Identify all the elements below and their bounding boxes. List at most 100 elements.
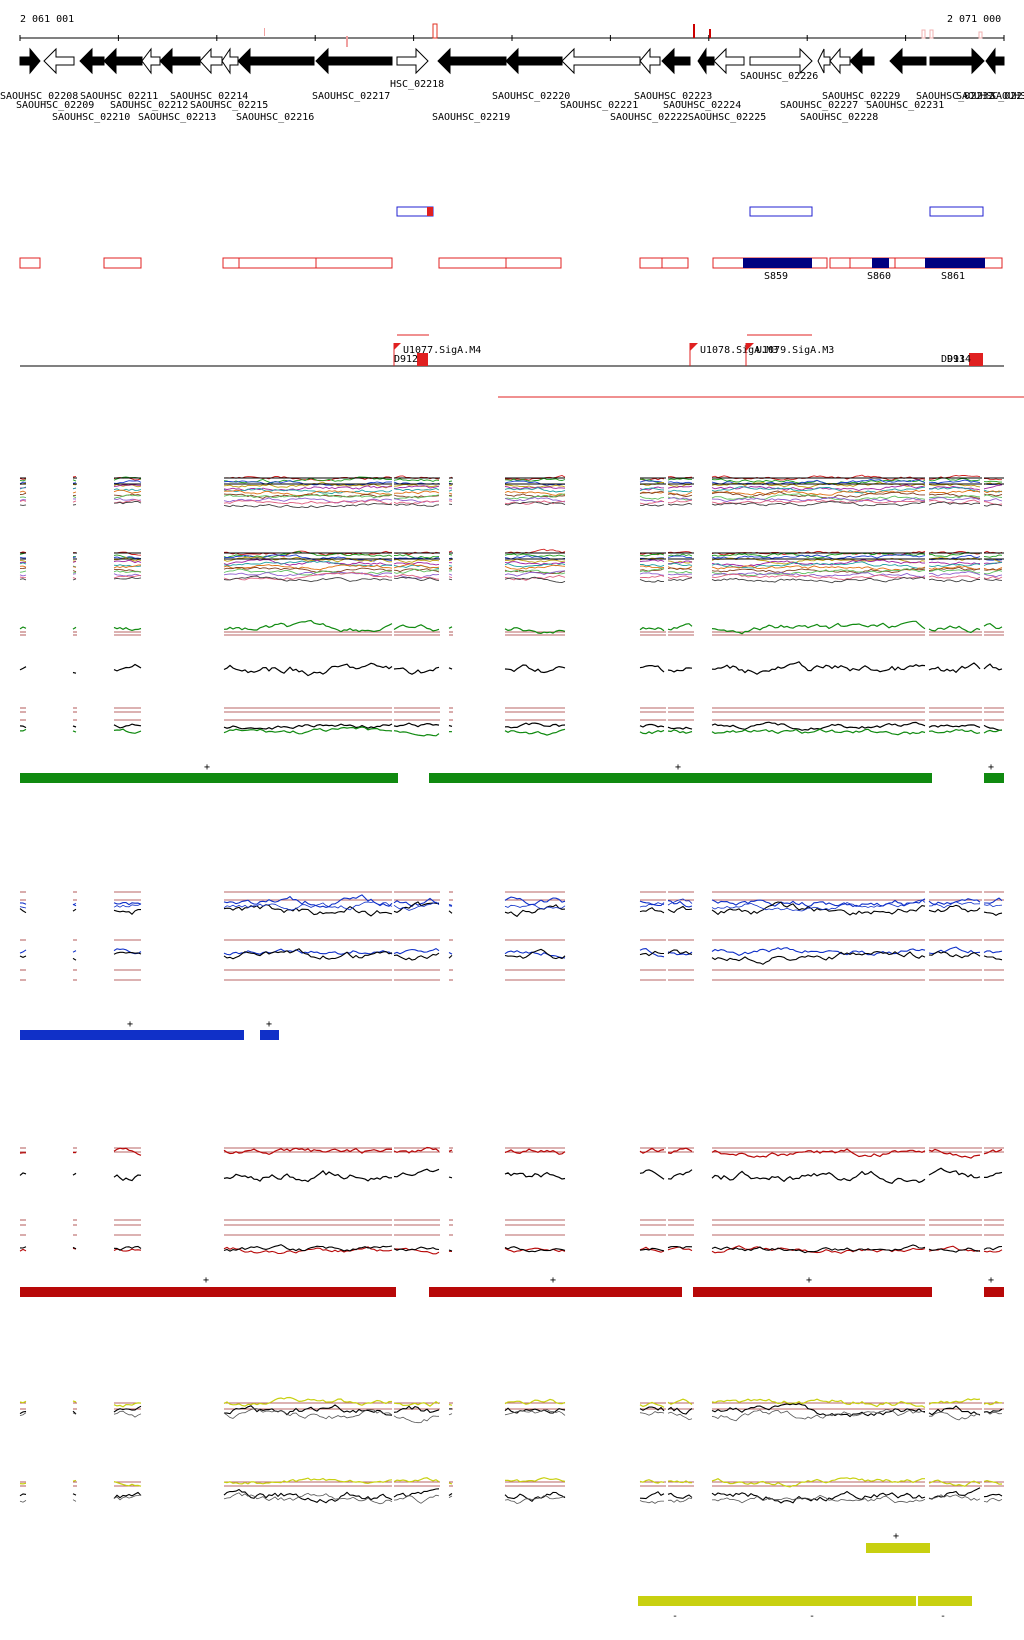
terminator-mark[interactable] bbox=[417, 353, 428, 366]
gene-label[interactable]: SAOUHSC_02214 bbox=[170, 91, 248, 102]
condition-line bbox=[113, 559, 142, 564]
gene-label[interactable]: SAOUHSC_02231 bbox=[866, 100, 944, 111]
transcription-unit[interactable] bbox=[429, 773, 932, 783]
gene-arrow[interactable] bbox=[315, 47, 393, 75]
profile-track bbox=[19, 1396, 1004, 1424]
gene-label[interactable]: SAOUHSC_02216 bbox=[236, 112, 314, 123]
gene-label[interactable]: SAOUHSC_02210 bbox=[52, 112, 130, 123]
segment-S860[interactable] bbox=[872, 258, 889, 268]
gene-label[interactable]: SAOUHSC_02223 bbox=[634, 91, 712, 102]
operon-box[interactable] bbox=[438, 257, 562, 269]
condition-line bbox=[448, 489, 453, 492]
condition-line bbox=[223, 493, 393, 499]
condition-line bbox=[928, 487, 980, 493]
gene-arrow[interactable] bbox=[829, 47, 851, 75]
motif-label: U1079.SigA.M3 bbox=[756, 345, 834, 356]
gene-arrow[interactable] bbox=[985, 47, 1005, 75]
expression-line bbox=[667, 1492, 693, 1499]
expression-line bbox=[393, 624, 440, 632]
gene-arrow[interactable] bbox=[661, 47, 691, 75]
gene-arrow[interactable] bbox=[79, 47, 105, 75]
promoter-flag[interactable] bbox=[746, 343, 754, 351]
operon-box[interactable] bbox=[19, 257, 41, 269]
gene-arrow[interactable] bbox=[889, 47, 927, 75]
transcription-unit[interactable] bbox=[984, 773, 1004, 783]
gene-arrow[interactable] bbox=[43, 47, 75, 75]
gene-arrow[interactable] bbox=[199, 47, 223, 75]
gene-label[interactable]: SAOUHSC_02217 bbox=[312, 91, 390, 102]
transcription-unit[interactable] bbox=[20, 1030, 244, 1040]
gene-label[interactable]: SAOUHSC_02228 bbox=[800, 112, 878, 123]
gene-label[interactable]: SAOUHSC_02221 bbox=[560, 100, 638, 111]
expression-line bbox=[113, 1147, 142, 1156]
gene-label[interactable]: SAOUHSC_02213 bbox=[138, 112, 216, 123]
segment-S859[interactable] bbox=[743, 258, 812, 268]
gene-arrow[interactable] bbox=[929, 47, 985, 75]
gene-label[interactable]: SAOUHSC_02229 bbox=[822, 91, 900, 102]
operon-box[interactable] bbox=[639, 257, 689, 269]
gene-arrow[interactable] bbox=[749, 47, 813, 75]
gene-arrow[interactable] bbox=[817, 48, 831, 74]
operon-box[interactable] bbox=[103, 257, 142, 269]
terminator-mark[interactable] bbox=[969, 353, 983, 366]
expression-line bbox=[19, 1410, 27, 1415]
gene-arrow[interactable] bbox=[437, 47, 507, 75]
transcription-unit[interactable] bbox=[260, 1030, 279, 1040]
condition-line bbox=[223, 556, 393, 563]
gene-label[interactable]: SAOUHSC_02215 bbox=[190, 100, 268, 111]
gene-arrow[interactable] bbox=[159, 47, 201, 75]
gene-arrow[interactable] bbox=[19, 47, 41, 75]
gene-arrow[interactable] bbox=[713, 47, 745, 75]
transcription-unit[interactable] bbox=[20, 1287, 396, 1297]
gene-arrow[interactable] bbox=[103, 47, 143, 75]
transcription-unit[interactable] bbox=[866, 1543, 930, 1553]
annotation-box[interactable] bbox=[749, 206, 813, 217]
gene-label[interactable]: SAOUHSC_02220 bbox=[492, 91, 570, 102]
transcription-unit[interactable] bbox=[20, 773, 398, 783]
gene-arrow[interactable] bbox=[141, 47, 161, 75]
gene-arrow[interactable] bbox=[396, 47, 429, 75]
gene-label[interactable]: SAOUHSC_02219 bbox=[432, 112, 510, 123]
operon-box[interactable] bbox=[222, 257, 393, 269]
transcription-unit[interactable] bbox=[918, 1596, 972, 1606]
gene-label[interactable]: HSC_02218 bbox=[390, 79, 444, 90]
gene-labels: SAOUHSC_02208 SAOUHSC_02209 SAOUHSC_0221… bbox=[0, 71, 1024, 123]
condition-line bbox=[928, 486, 981, 491]
transcription-unit[interactable] bbox=[638, 1596, 916, 1606]
condition-line bbox=[19, 496, 27, 499]
gene-arrow[interactable] bbox=[561, 47, 641, 75]
gene-arrow[interactable] bbox=[237, 47, 315, 75]
gene-label[interactable]: SAOUHSC_02232 bbox=[916, 91, 994, 102]
gene-arrow[interactable] bbox=[505, 47, 563, 75]
gene-arrow[interactable] bbox=[697, 47, 715, 75]
gene-label[interactable]: SAOUHSC_02227 bbox=[780, 100, 858, 111]
operon-box[interactable] bbox=[829, 257, 1003, 269]
gene-label[interactable]: SAOUHSC_02211 bbox=[80, 91, 158, 102]
expression-line bbox=[448, 1176, 453, 1179]
condition-line bbox=[72, 571, 77, 574]
gene-arrow[interactable] bbox=[639, 47, 661, 75]
condition-line bbox=[639, 572, 665, 576]
gene-arrow[interactable] bbox=[849, 47, 875, 75]
promoter-flag[interactable] bbox=[394, 343, 401, 350]
gene-label[interactable]: SAOUHSC_02209 bbox=[16, 100, 94, 111]
gene-label[interactable]: SAOUHSC_02226 bbox=[740, 71, 818, 82]
ruler-marks bbox=[264, 23, 983, 47]
gene-label[interactable]: SAOUHSC_02233 bbox=[990, 91, 1024, 102]
condition-line bbox=[667, 499, 693, 504]
transcription-unit[interactable] bbox=[984, 1287, 1004, 1297]
gene-label[interactable]: SAOUHSC_02225 bbox=[688, 112, 766, 123]
expression-line bbox=[667, 951, 693, 956]
gene-label[interactable]: SAOUHSC_02222 bbox=[610, 112, 688, 123]
promoter-flag[interactable] bbox=[690, 343, 698, 351]
segment-S861[interactable] bbox=[925, 258, 985, 268]
condition-line bbox=[223, 485, 393, 492]
gene-label[interactable]: SAOUHSC_02230 bbox=[956, 91, 1024, 102]
transcription-unit[interactable] bbox=[429, 1287, 682, 1297]
transcription-unit[interactable] bbox=[693, 1287, 932, 1297]
gene-label[interactable]: SAOUHSC_02224 bbox=[663, 100, 741, 111]
gene-label[interactable]: SAOUHSC_02208 bbox=[0, 91, 78, 102]
annotation-box[interactable] bbox=[929, 206, 984, 217]
gene-arrow[interactable] bbox=[221, 47, 239, 75]
gene-label[interactable]: SAOUHSC_02212 bbox=[110, 100, 188, 111]
